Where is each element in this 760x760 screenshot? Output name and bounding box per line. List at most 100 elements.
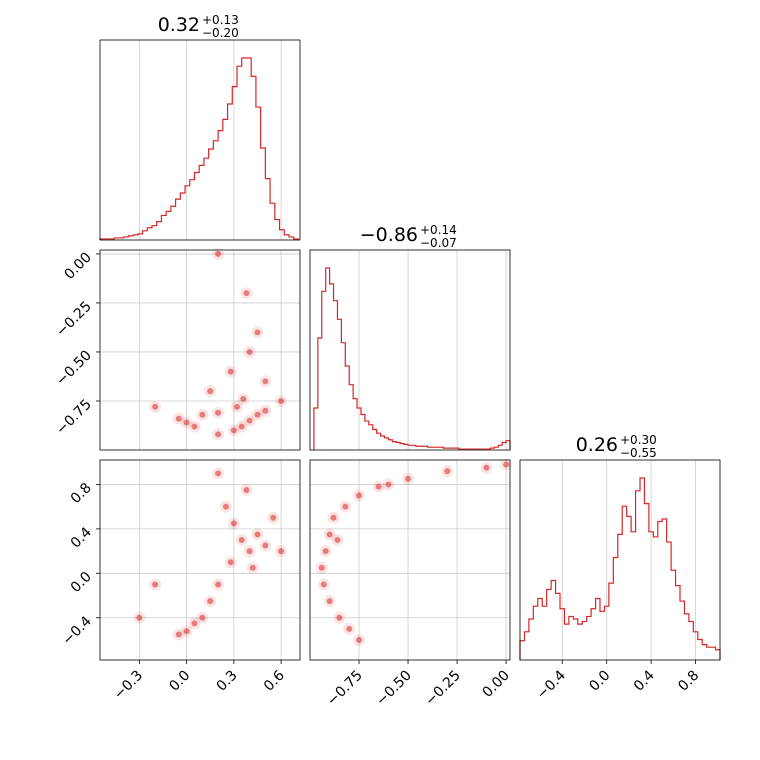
density-point bbox=[243, 487, 250, 493]
title-p0-lower: −0.20 bbox=[202, 26, 239, 40]
density-point bbox=[483, 464, 490, 471]
title-p0: 0.32 +0.13 −0.20 bbox=[158, 13, 239, 40]
y-tick-label: −0.50 bbox=[53, 347, 95, 389]
density-point bbox=[215, 409, 222, 416]
density-point bbox=[207, 598, 214, 605]
density-point bbox=[503, 461, 510, 468]
title-p1-value: −0.86 bbox=[360, 224, 418, 246]
density-point bbox=[215, 250, 222, 257]
title-p1-lower: −0.07 bbox=[420, 236, 457, 250]
density-point bbox=[346, 625, 353, 632]
x-tick-label: 0.00 bbox=[480, 668, 513, 701]
density-point bbox=[175, 631, 182, 638]
title-p2-upper: +0.30 bbox=[620, 433, 657, 447]
density-point bbox=[238, 423, 245, 430]
density-point bbox=[254, 411, 261, 418]
density-point bbox=[230, 427, 237, 434]
y-tick-label: −0.4 bbox=[59, 613, 94, 648]
panel-hist-p0 bbox=[99, 39, 301, 241]
tick-labels: −0.3 0.0 0.3 0.6 −0.75 −0.50 −0.25 0.00 −0.4 0.0 0… bbox=[53, 249, 702, 709]
y-tick-label: −0.75 bbox=[53, 396, 95, 438]
y-tick-label: −0.25 bbox=[53, 298, 95, 340]
title-p0-value: 0.32 bbox=[158, 14, 200, 36]
x-tick-label: −0.4 bbox=[534, 667, 569, 702]
density-point bbox=[322, 548, 329, 555]
histogram-p2 bbox=[519, 477, 721, 660]
panel-scatter-p0-p1 bbox=[99, 247, 301, 451]
panel-scatter-p0-p2 bbox=[99, 459, 301, 661]
density-point bbox=[385, 481, 392, 488]
density-point bbox=[278, 397, 285, 404]
density-point bbox=[191, 620, 198, 627]
x-tick-label: 0.3 bbox=[214, 668, 241, 695]
density-point bbox=[262, 378, 269, 385]
density-point bbox=[199, 614, 206, 621]
density-point bbox=[356, 492, 363, 499]
x-tick-label: 0.8 bbox=[675, 668, 702, 695]
density-point bbox=[262, 407, 269, 414]
title-p1: −0.86 +0.14 −0.07 bbox=[360, 223, 457, 250]
density-point bbox=[234, 403, 241, 410]
title-p1-upper: +0.14 bbox=[420, 223, 457, 237]
density-point bbox=[152, 403, 159, 410]
density-point bbox=[199, 411, 206, 418]
density-point bbox=[326, 598, 333, 605]
title-p2-lower: −0.55 bbox=[620, 446, 657, 460]
density-point bbox=[270, 514, 277, 521]
density-point bbox=[318, 564, 325, 571]
density-point bbox=[183, 419, 190, 426]
density-point bbox=[444, 468, 451, 475]
density-point bbox=[215, 470, 222, 477]
y-tick-label: 0.8 bbox=[68, 480, 95, 507]
x-tick-label: −0.3 bbox=[111, 668, 146, 703]
x-tick-label: 0.4 bbox=[631, 667, 658, 694]
y-tick-label: 0.0 bbox=[68, 569, 95, 596]
x-tick-label: −0.25 bbox=[422, 668, 464, 710]
title-p0-upper: +0.13 bbox=[202, 13, 239, 27]
x-tick-label: 0.6 bbox=[261, 667, 288, 694]
density-point bbox=[227, 559, 234, 566]
density-point bbox=[356, 637, 363, 643]
panel-hist-p1 bbox=[309, 249, 511, 451]
density-point bbox=[215, 431, 222, 438]
density-point bbox=[152, 581, 159, 588]
y-tick-label: 0.4 bbox=[68, 524, 95, 551]
density-point bbox=[326, 531, 333, 538]
density-point bbox=[375, 483, 382, 490]
histogram-p0 bbox=[99, 57, 300, 240]
density-point bbox=[240, 396, 247, 403]
density-point bbox=[254, 329, 261, 336]
density-point bbox=[246, 548, 253, 555]
density-point bbox=[320, 581, 327, 588]
density-point bbox=[230, 520, 237, 527]
density-point bbox=[246, 417, 253, 424]
x-tick-label: −0.50 bbox=[373, 668, 415, 710]
density-point bbox=[191, 423, 198, 430]
density-point bbox=[222, 503, 229, 510]
x-tick-label: 0.0 bbox=[586, 668, 613, 695]
y-tick-label: 0.00 bbox=[61, 249, 94, 282]
panel-hist-p2 bbox=[519, 459, 721, 661]
density-point bbox=[262, 542, 269, 549]
title-p2: 0.26 +0.30 −0.55 bbox=[576, 433, 657, 460]
density-point bbox=[254, 531, 261, 538]
density-point bbox=[227, 368, 234, 375]
density-point bbox=[238, 537, 245, 543]
density-point bbox=[336, 614, 343, 621]
density-point bbox=[246, 348, 253, 355]
x-tick-label: −0.75 bbox=[324, 668, 366, 710]
title-p2-value: 0.26 bbox=[576, 434, 618, 456]
density-point bbox=[207, 388, 214, 395]
density-point bbox=[330, 514, 337, 521]
density-point bbox=[334, 537, 341, 543]
density-point bbox=[215, 581, 222, 588]
density-point bbox=[342, 503, 349, 510]
density-point bbox=[405, 475, 412, 482]
density-point bbox=[243, 290, 250, 297]
histogram-p1 bbox=[313, 267, 511, 450]
density-point bbox=[183, 628, 190, 635]
density-point bbox=[278, 548, 285, 555]
x-tick-label: 0.0 bbox=[166, 668, 193, 695]
density-point bbox=[175, 415, 182, 422]
